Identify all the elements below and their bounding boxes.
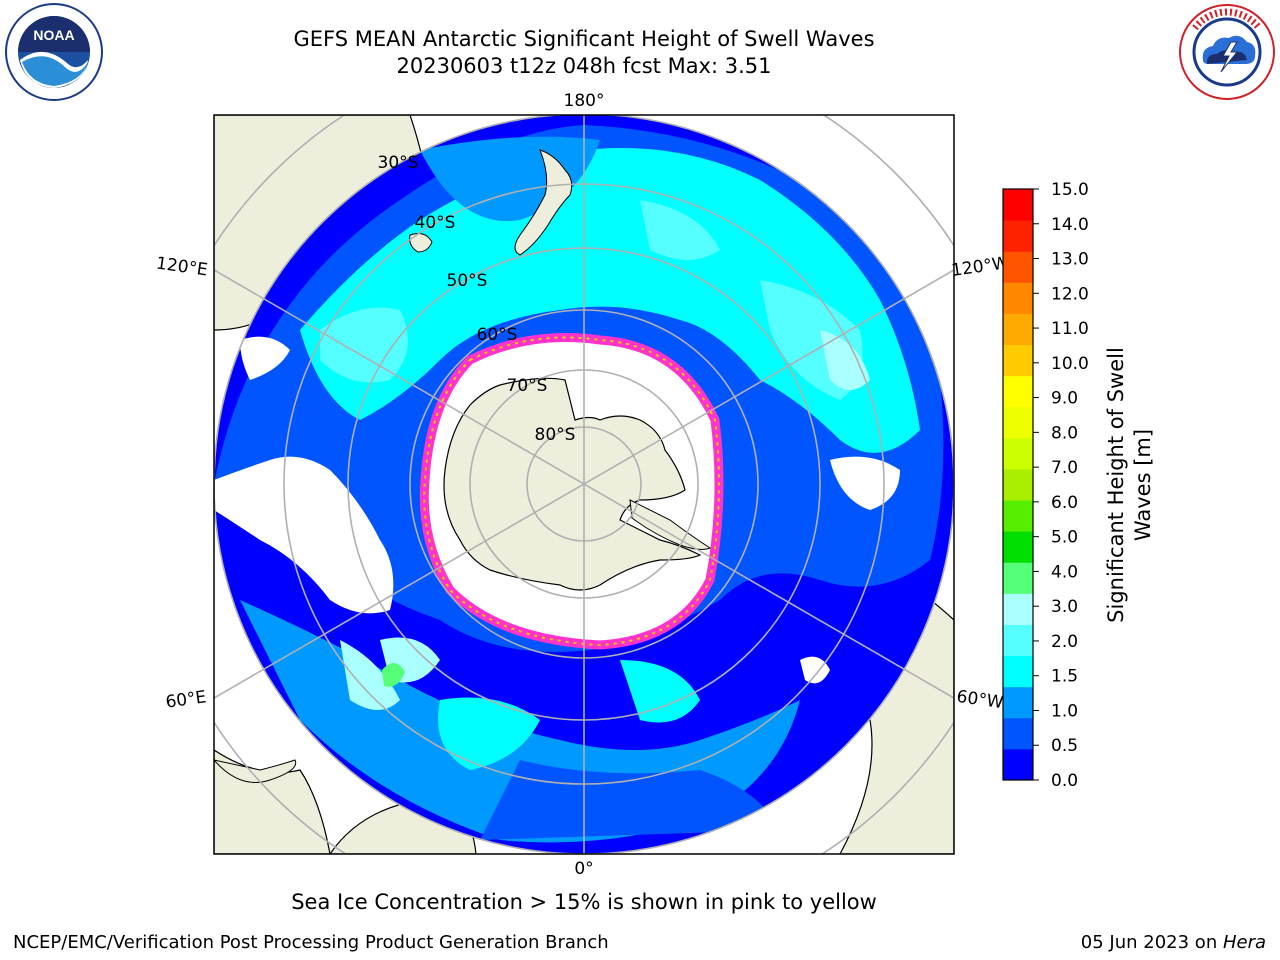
footer-date-text: 05 Jun 2023 on <box>1080 932 1223 953</box>
lat-label-70S: 70°S <box>507 376 548 396</box>
colorbar-swatch <box>1003 437 1033 470</box>
noaa-logo: NOAA <box>5 3 103 101</box>
lon-label-60W: 60°W <box>955 687 1004 713</box>
swell-south-blue <box>480 760 780 840</box>
colorbar-swatch <box>1003 313 1033 346</box>
nws-logo <box>1179 4 1275 100</box>
lat-label-60S: 60°S <box>477 325 518 345</box>
colorbar-swatch <box>1003 375 1033 408</box>
chart-title: GEFS MEAN Antarctic Significant Height o… <box>293 27 875 51</box>
mask-east2 <box>800 656 830 684</box>
chart-subtitle: 20230603 t12z 048h fcst Max: 3.51 <box>396 54 772 78</box>
footer-credit: NCEP/EMC/Verification Post Processing Pr… <box>13 932 609 953</box>
colorbar-tick-label: 2.0 <box>1051 632 1078 652</box>
colorbar-label-line2: Waves [m] <box>1131 429 1155 541</box>
colorbar-swatch <box>1003 655 1033 688</box>
swell-band-1.5 <box>320 200 863 400</box>
antarctic-peninsula <box>629 499 712 550</box>
lat-label-50S: 50°S <box>447 271 488 291</box>
colorbar-tick-label: 12.0 <box>1051 284 1089 304</box>
colorbar-swatch <box>1003 686 1033 719</box>
colorbar-tick-label: 6.0 <box>1051 493 1078 513</box>
colorbar-tick-label: 9.0 <box>1051 389 1078 409</box>
colorbar-tick-label: 0.0 <box>1051 771 1078 791</box>
colorbar-tick-label: 3.0 <box>1051 597 1078 617</box>
colorbar-tick-label: 15.0 <box>1051 180 1089 200</box>
colorbar-tick-label: 11.0 <box>1051 319 1089 339</box>
colorbar-swatch <box>1003 624 1033 657</box>
colorbar-swatch <box>1003 189 1033 221</box>
mask-east <box>830 456 900 510</box>
colorbar-swatch <box>1003 344 1033 377</box>
colorbar-swatch <box>1003 468 1033 501</box>
colorbar-tick-label: 10.0 <box>1051 354 1089 374</box>
colorbar-swatch <box>1003 500 1033 532</box>
sea-ice-ring-yellow <box>423 336 720 647</box>
colorbar-swatch <box>1003 282 1033 314</box>
colorbar-label-line1: Significant Height of Swell <box>1104 347 1128 623</box>
lon-label-60E: 60°E <box>164 687 207 712</box>
colorbar-tick-label: 4.0 <box>1051 562 1078 582</box>
lat-label-30S: 30°S <box>378 153 419 173</box>
colorbar-swatch <box>1003 562 1033 594</box>
land-new-zealand <box>514 149 573 256</box>
colorbar-swatch <box>1003 717 1033 750</box>
land-africa-tip <box>214 759 297 783</box>
colorbar-tick-label: 8.0 <box>1051 423 1078 443</box>
colorbar-swatch <box>1003 220 1033 252</box>
colorbar-tick-label: 7.0 <box>1051 458 1078 478</box>
colorbar-swatch <box>1003 406 1033 439</box>
colorbar: 0.0 0.5 1.0 1.5 2.0 3.0 4.0 5.0 6.0 7.0 8.0 9.0 10.0… <box>1002 180 1089 791</box>
colorbar-swatch <box>1003 593 1033 625</box>
colorbar-tick-label: 1.0 <box>1051 701 1078 721</box>
footer-host: Hera <box>1222 932 1266 953</box>
swell-band-3.0 <box>382 662 405 687</box>
graticule <box>214 115 954 854</box>
colorbar-frame <box>1002 188 1034 781</box>
colorbar-tick-label: 14.0 <box>1051 215 1089 235</box>
noaa-wordmark: NOAA <box>33 27 74 43</box>
footer-date: 05 Jun 2023 on Hera <box>1081 932 1266 953</box>
colorbar-swatch <box>1003 748 1033 781</box>
land-tasmania <box>409 233 433 253</box>
lat-label-40S: 40°S <box>415 213 456 233</box>
lon-label-120E: 120°E <box>155 253 209 280</box>
colorbar-swatch <box>1003 531 1033 563</box>
lon-label-0: 0° <box>574 859 593 879</box>
land-antarctica <box>443 377 702 591</box>
mask-west2 <box>240 336 290 380</box>
colorbar-tick-label: 13.0 <box>1051 250 1089 270</box>
colorbar-tick-label: 5.0 <box>1051 528 1078 548</box>
colorbar-tick-label: 0.5 <box>1051 736 1078 756</box>
swell-band-1.0 <box>300 148 920 453</box>
colorbar-swatch <box>1003 251 1033 283</box>
lat-label-80S: 80°S <box>535 425 576 445</box>
lon-label-120W: 120°W <box>950 253 1010 281</box>
swell-south-cyan <box>438 660 700 770</box>
sea-ice-note: Sea Ice Concentration > 15% is shown in … <box>291 890 877 914</box>
lon-label-180: 180° <box>564 91 605 111</box>
colorbar-tick-label: 1.5 <box>1051 667 1078 687</box>
